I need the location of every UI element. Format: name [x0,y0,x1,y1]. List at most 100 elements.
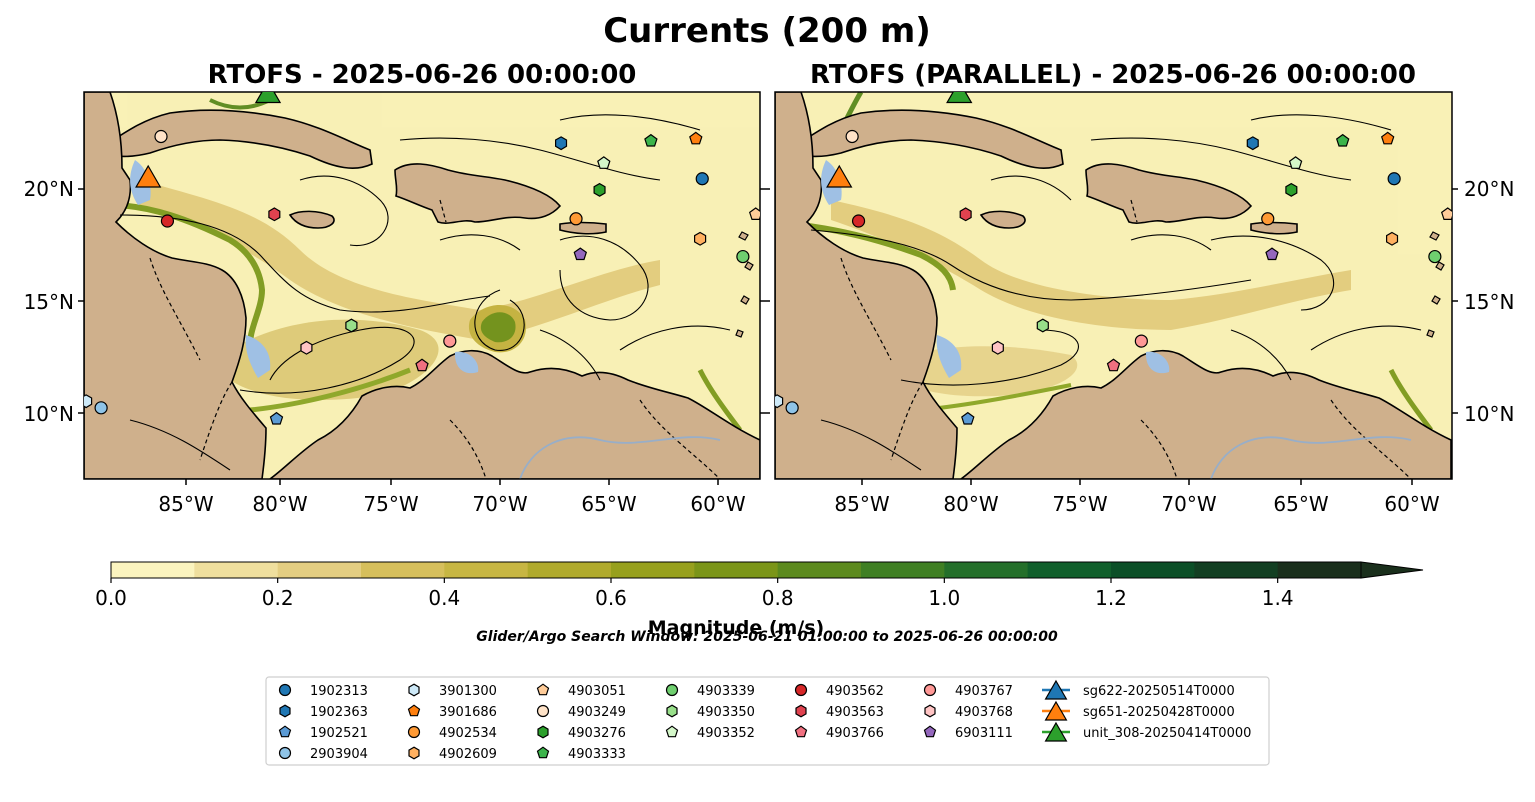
legend-item: 4903352 [665,725,755,741]
legend: 1902313 1902363 1902521 2903904 3901300 39016… [265,676,1270,766]
lon-label: 75°W [1052,492,1107,516]
legend-label: 4903767 [955,684,1013,699]
float-marker-4903051 [1440,207,1452,220]
float-marker-4903276 [1285,182,1298,197]
legend-circle-icon [794,683,808,697]
legend-hexagon-icon [408,683,420,697]
legend-item: 4903276 [537,725,626,741]
legend-label: 4903051 [568,684,626,699]
legend-label: 4903768 [955,705,1013,720]
lat-label: 10°N [24,402,74,426]
colorbar: 0.0 0.2 0.4 0.6 0.8 1.0 1.2 1.4 Magnitude (m/s) [95,561,1424,639]
lon-label: 85°W [158,492,213,516]
float-marker-6903111 [573,247,588,261]
colorbar-tick-label: 1.2 [1095,586,1127,610]
float-marker-4903249 [154,129,168,144]
current-streamlines [810,114,1422,471]
glider-marker-unit_308-20250414T0000 [946,92,973,104]
float-marker-4903767 [443,334,457,348]
legend-label: 1902363 [310,705,368,720]
legend-pentagon-icon [536,683,550,696]
float-marker-4903766 [415,358,429,372]
lon-label: 75°W [363,492,418,516]
float-marker-3901300 [84,394,93,409]
colorbar-extend-arrow [1360,561,1424,579]
legend-item: 4903350 [666,704,755,720]
legend-item: 4903563 [795,704,884,720]
colorbar-bin [1277,562,1362,578]
map-panel-rtofs: RTOFS - 2025-06-26 00:00:00 [24,60,770,516]
glider-marker-unit_308-20250414T0000 [254,92,282,104]
legend-hexagon-icon [279,704,291,718]
panel-title: RTOFS - 2025-06-26 00:00:00 [208,60,637,90]
legend-hexagon-icon [408,746,420,760]
float-marker-4903333 [1335,133,1350,147]
legend-label: 4903339 [697,684,755,699]
legend-item: 4903768 [924,704,1013,720]
float-marker-4903051 [748,207,760,220]
float-marker-3901686 [689,131,703,145]
colorbar-bin [111,562,195,578]
float-marker-4903768 [300,340,313,355]
lon-label: 60°W [690,492,745,516]
legend-pentagon-icon [794,725,808,738]
current-streamlines [119,114,731,471]
legend-circle-icon [407,725,421,739]
float-marker-4902609 [693,231,707,246]
lon-label: 80°W [252,492,307,516]
legend-item: 4903051 [536,683,626,699]
float-marker-1902521 [269,411,284,425]
lon-tick-labels: 85°W 80°W 75°W 70°W 65°W 60°W [834,492,1439,516]
legend-item: sg622-20250514T0000 [1042,679,1235,700]
colorbar-bin [1027,562,1112,578]
float-marker-4902534 [1261,212,1275,226]
legend-label: 4903766 [826,726,884,741]
legend-label: 1902521 [310,726,368,741]
colorbar-bins [110,561,1362,579]
float-marker-2903904 [785,401,799,415]
legend-item: sg651-20250428T0000 [1042,700,1235,721]
legend-label: 4903352 [697,726,755,741]
float-marker-4903767 [1134,334,1148,348]
legend-hexagon-icon [666,704,678,718]
colorbar-bin [694,562,779,578]
colorbar-bin [361,562,445,578]
lat-label: 15°N [1464,290,1514,314]
legend-label: 4902609 [439,747,497,762]
colorbar-bin [1111,562,1195,578]
legend-glider-icon [1044,721,1068,742]
legend-item: 1902521 [278,725,368,741]
lon-label: 65°W [581,492,636,516]
legend-label: sg651-20250428T0000 [1083,705,1235,720]
colorbar-bin [944,562,1029,578]
lon-label: 80°W [943,492,998,516]
colorbar-tick-label: 0.2 [262,586,294,610]
legend-label: 4903350 [697,705,755,720]
legend-label: 3901686 [439,705,497,720]
lat-tick-labels: 20°N 15°N 10°N [1464,177,1514,426]
colorbar-bin [611,562,695,578]
float-marker-4903562 [160,214,175,228]
legend-item: 4903766 [794,725,884,741]
colorbar-bin [1194,562,1279,578]
float-marker-4903562 [851,214,866,228]
float-marker-4903352 [597,156,611,169]
colorbar-label: Magnitude (m/s) [648,617,825,639]
legend-circle-icon [665,683,679,697]
figure-title: Currents (200 m) [603,11,931,51]
legend-glider-icon [1044,679,1068,700]
colorbar-bin [527,562,612,578]
float-marker-4903339 [736,249,750,264]
legend-label: sg622-20250514T0000 [1083,684,1235,699]
legend-glider-icon [1044,700,1068,721]
colorbar-tick-label: 1.4 [1262,586,1294,610]
legend-label: 4902534 [439,726,497,741]
legend-item: unit_308-20250414T0000 [1042,721,1251,742]
float-marker-1902313 [1387,172,1401,186]
float-marker-4903563 [959,207,972,222]
float-marker-1902363 [554,136,568,151]
colorbar-bin [861,562,945,578]
legend-hexagon-icon [924,704,936,718]
panel-title: RTOFS (PARALLEL) - 2025-06-26 00:00:00 [810,60,1416,90]
